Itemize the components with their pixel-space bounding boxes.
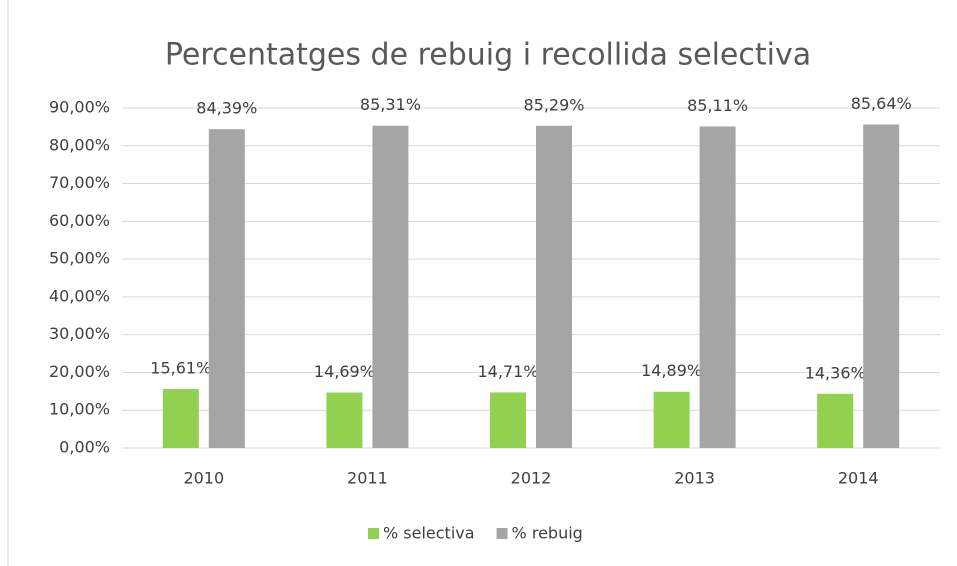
y-tick-label: 60,00% xyxy=(49,211,110,230)
bar xyxy=(162,389,199,448)
y-tick-label: 50,00% xyxy=(49,249,110,268)
y-tick-label: 40,00% xyxy=(49,286,110,305)
bar xyxy=(817,393,854,448)
data-label: 85,29% xyxy=(523,95,584,114)
bar xyxy=(208,129,245,448)
x-tick-label: 2012 xyxy=(511,469,552,488)
y-tick-label: 20,00% xyxy=(49,362,110,381)
bar xyxy=(863,124,900,449)
bar xyxy=(536,125,572,448)
y-tick-label: 90,00% xyxy=(49,98,110,117)
bar xyxy=(326,392,363,448)
data-label: 85,31% xyxy=(360,95,421,114)
bar xyxy=(372,125,409,449)
bar xyxy=(490,392,526,448)
data-label: 14,69% xyxy=(314,362,375,381)
x-tick-label: 2011 xyxy=(347,469,388,488)
data-label: 14,71% xyxy=(477,362,538,381)
y-tick-label: 10,00% xyxy=(49,400,110,419)
bar xyxy=(653,391,690,448)
legend-label: % selectiva xyxy=(383,524,475,543)
x-tick-label: 2013 xyxy=(674,469,715,488)
data-label: 85,64% xyxy=(851,94,912,113)
data-label: 14,89% xyxy=(641,361,702,380)
legend-swatch xyxy=(368,528,379,539)
x-tick-label: 2010 xyxy=(183,469,224,488)
data-label: 85,11% xyxy=(687,96,748,115)
y-tick-label: 30,00% xyxy=(49,324,110,343)
data-label: 14,36% xyxy=(805,363,866,382)
data-label: 84,39% xyxy=(196,99,257,118)
y-tick-label: 80,00% xyxy=(49,135,110,154)
bar xyxy=(699,126,736,449)
y-tick-label: 70,00% xyxy=(49,173,110,192)
y-tick-label: 0,00% xyxy=(59,438,110,457)
data-label: 15,61% xyxy=(150,359,211,378)
chart-title: Percentatges de rebuig i recollida selec… xyxy=(165,38,811,73)
legend-label: % rebuig xyxy=(512,524,583,543)
x-tick-label: 2014 xyxy=(838,469,879,488)
legend-swatch xyxy=(496,528,508,539)
